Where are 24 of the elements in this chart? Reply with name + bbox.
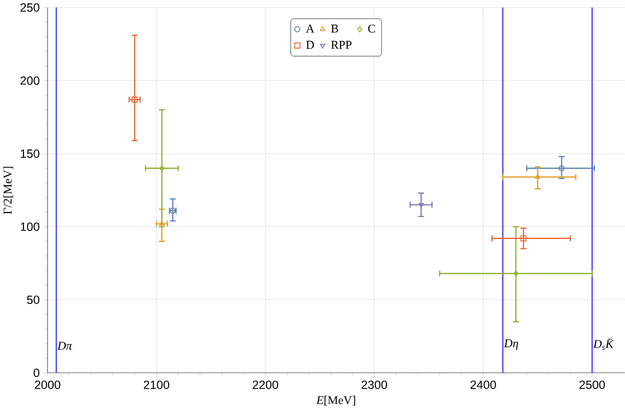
y-tick-label: 150 (20, 149, 40, 158)
legend-label: D (306, 40, 314, 49)
ref-line-label: D$_{s}$K̄ (593, 338, 614, 350)
x-tick-label: 2500 (579, 380, 605, 390)
x-tick-label: 2100 (144, 380, 170, 390)
x-tick-label: 2200 (252, 380, 278, 390)
y-tick-label: 250 (20, 3, 40, 12)
y-tick-label: 200 (20, 76, 40, 85)
legend-label: C (368, 24, 375, 33)
x-axis-title: E[MeV] (316, 396, 356, 406)
ref-line-label: Dπ (57, 342, 72, 350)
y-tick-label: 50 (27, 296, 40, 304)
point (132, 96, 138, 103)
ref-line-label: Dη (504, 339, 518, 350)
legend-label: B (331, 24, 338, 32)
legend-label: A (306, 24, 314, 32)
x-tick-label: 2000 (34, 380, 60, 390)
y-axis-title: Γ/2[MeV] (3, 166, 14, 214)
y-tick-label: 100 (20, 222, 40, 231)
point (520, 235, 527, 242)
y-tick-label: 0 (34, 368, 40, 378)
x-tick-label: 2300 (362, 380, 388, 390)
x-tick-label: 2400 (470, 380, 496, 390)
legend-label: RPP (331, 40, 352, 49)
